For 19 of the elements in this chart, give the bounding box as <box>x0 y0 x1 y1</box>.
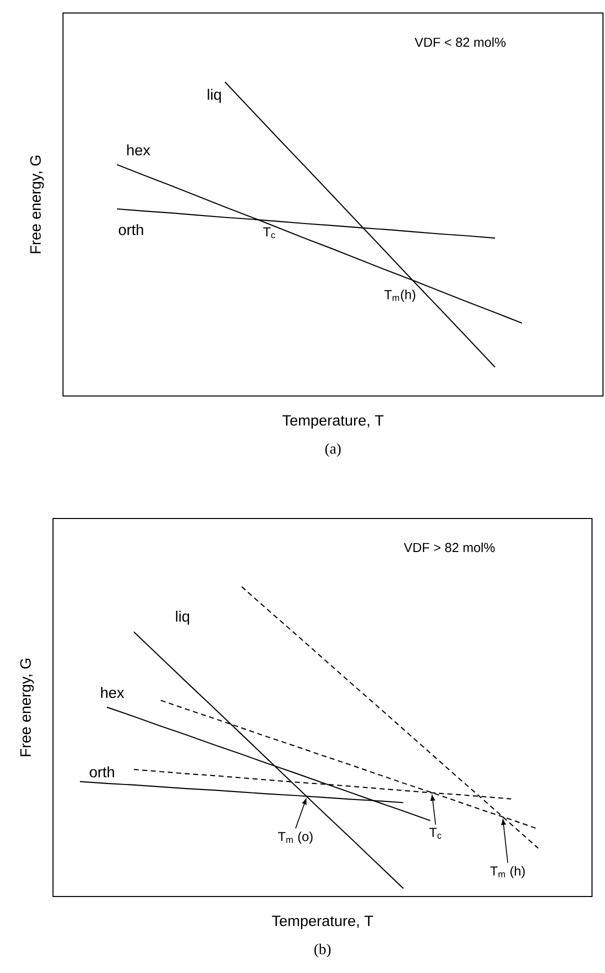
text: (b) <box>314 944 331 958</box>
series-label: orth <box>90 766 114 778</box>
text: VDF > 82 mol% <box>404 542 495 552</box>
annotation: T$_{m}$(h) <box>384 290 416 302</box>
annotation: T$_{m}$ (o) <box>278 832 313 844</box>
annotation: T$_{c}$ <box>263 227 276 238</box>
text: VDF < 82 mol% <box>414 37 506 47</box>
series-label: hex <box>101 686 124 698</box>
series-label: liq <box>208 88 221 103</box>
x-axis-title: Temperature, T <box>272 916 373 930</box>
y-axis-title: Free energy, G <box>20 658 34 756</box>
text: (a) <box>325 443 341 457</box>
text: liq <box>176 610 190 625</box>
annotation: T$_{c}$ <box>429 828 442 839</box>
series-label: hex <box>127 144 150 156</box>
annotation: T$_{m}$ (h) <box>490 866 525 878</box>
series-label: orth <box>118 224 144 236</box>
y-axis-title: Free energy, G <box>30 156 44 254</box>
x-axis-title: Temperature, T <box>282 415 384 429</box>
